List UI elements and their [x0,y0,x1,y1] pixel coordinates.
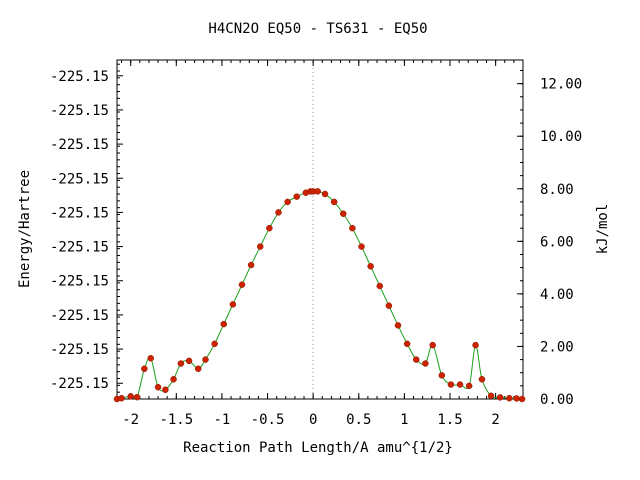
data-point [247,261,255,269]
data-point [275,209,282,216]
data-point [487,392,495,400]
y2-tick-label: 6.00 [540,234,574,250]
data-point [256,243,264,250]
y-tick-label: -225.15 [50,171,109,187]
y2-tick-label: 8.00 [540,182,574,198]
plot-frame [116,59,524,400]
data-point [118,394,125,402]
y2-tick-label: 12.00 [540,77,582,93]
data-point [367,263,374,270]
x-tick-label: 0 [309,412,317,428]
data-point [266,224,273,232]
data-point [403,340,411,348]
data-point [127,393,134,400]
data-point [358,243,365,250]
data-point [496,394,504,401]
y-tick-label: -225.15 [50,137,109,153]
energy-curve [116,190,523,400]
data-point [141,365,148,373]
data-point [472,341,479,349]
x-tick-label: -1 [213,412,230,428]
data-point [220,320,227,328]
x-tick-label: 2 [491,412,499,428]
y-tick-label: -225.15 [50,103,109,119]
data-point [438,372,446,379]
data-point [349,224,356,232]
y2-tick-label: 0.00 [540,392,574,408]
data-point [478,376,486,383]
x-tick-label: -2 [122,412,139,428]
data-point [177,360,185,367]
y-axis-left: -225.15 -225.15 -225.15 -225.15 -225.15 -225.… [50,63,123,393]
y-axis-right: 0.00 2.00 4.00 6.00 8.00 10.00 12.00 [517,70,582,408]
y2-tick-label: 10.00 [540,129,582,145]
y2-axis-label: kJ/mol [595,204,611,255]
x-tick-label: 0.5 [346,412,371,428]
data-point [422,360,429,367]
x-tick-label: -1.5 [159,412,193,428]
y2-tick-label: 2.00 [540,339,574,355]
x-tick-label: 1 [400,412,408,428]
y2-tick-label: 4.00 [540,287,574,303]
y-tick-label: -225.15 [50,205,109,221]
data-point [413,356,420,363]
data-point [314,188,321,195]
y-axis-label: Energy/Hartree [17,170,33,288]
data-point [133,393,141,401]
data-points [113,188,526,403]
x-axis-label: Reaction Path Length/A amu^{1/2} [183,440,453,456]
data-point [185,357,193,365]
data-point [194,365,202,373]
data-point [394,322,402,329]
data-point [211,340,218,348]
data-point [293,193,300,200]
y-tick-label: -225.15 [50,69,109,85]
data-point [202,356,209,363]
data-point [456,381,464,388]
y-tick-label: -225.15 [50,308,109,324]
data-point [321,190,329,198]
data-point [340,210,347,217]
y-tick-label: -225.15 [50,240,109,256]
data-point [154,383,162,391]
data-point [518,395,526,403]
data-point [284,198,291,206]
data-point [429,341,436,349]
data-point [506,394,513,402]
chart-title: H4CN2O EQ50 - TS631 - EQ50 [208,21,427,37]
data-point [330,198,338,206]
data-point [513,395,520,402]
x-tick-label: -0.5 [251,412,285,428]
y-tick-label: -225.15 [50,274,109,290]
data-point [385,302,393,309]
y-tick-label: -225.15 [50,342,109,358]
data-point [162,386,169,394]
data-point [229,301,237,308]
data-point [376,282,384,290]
data-point [147,355,155,362]
y-tick-label: -225.15 [50,376,109,392]
x-axis: -2 -1.5 -1 -0.5 0 0.5 1 1.5 2 [121,60,515,428]
data-point [447,381,455,388]
data-point [170,376,177,383]
data-point [465,382,473,390]
x-tick-label: 1.5 [437,412,462,428]
data-point [238,281,246,288]
